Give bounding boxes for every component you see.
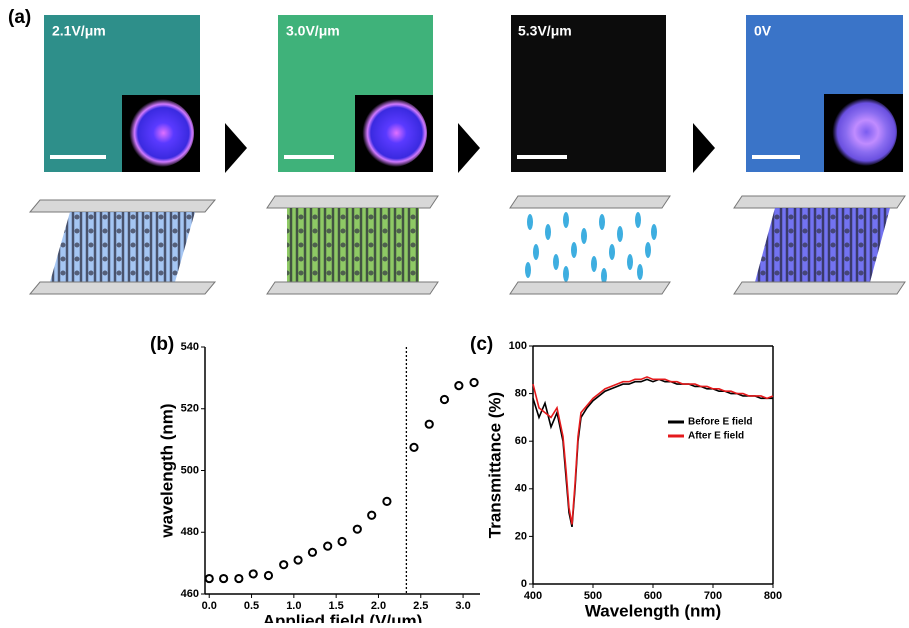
arrow	[458, 123, 480, 173]
image-label: 2.1V/μm	[52, 23, 106, 39]
data-point	[294, 556, 301, 563]
y-tick-label: 480	[181, 526, 199, 538]
scale-bar	[752, 155, 800, 159]
arrow	[693, 123, 715, 173]
schematic	[30, 200, 215, 294]
figure: (a) (b) (c) 2.1V/μm 3.0V/μm 5.3V/μm 0V	[0, 0, 909, 623]
y-tick-label: 500	[181, 464, 199, 476]
image-label: 3.0V/μm	[286, 23, 340, 39]
x-tick-label: 500	[584, 590, 602, 602]
y-tick-label: 20	[515, 530, 527, 542]
data-point	[324, 543, 331, 550]
x-tick-label: 700	[704, 590, 722, 602]
y-tick-label: 60	[515, 435, 527, 447]
y-tick-label: 520	[181, 403, 199, 415]
x-tick-label: 2.5	[413, 600, 428, 612]
y-tick-label: 80	[515, 388, 527, 400]
data-point	[383, 498, 390, 505]
scale-bar	[284, 155, 334, 159]
data-point	[426, 421, 433, 428]
data-point	[410, 444, 417, 451]
y-tick-label: 40	[515, 483, 527, 495]
legend-label: After E field	[688, 431, 744, 442]
x-tick-label: 1.5	[329, 600, 344, 612]
series-line	[533, 377, 773, 525]
y-tick-label: 100	[509, 340, 527, 352]
legend-label: Before E field	[688, 417, 752, 428]
data-point	[250, 570, 257, 577]
x-tick-label: 800	[764, 590, 782, 602]
schematic	[267, 196, 438, 294]
data-point	[265, 572, 272, 579]
x-tick-label: 0.5	[244, 600, 259, 612]
data-point	[354, 526, 361, 533]
scale-bar	[50, 155, 106, 159]
inset-ring	[829, 98, 897, 166]
image-label: 0V	[754, 23, 772, 39]
y-tick-label: 540	[181, 341, 199, 353]
data-point	[441, 396, 448, 403]
x-tick-label: 3.0	[455, 600, 470, 612]
data-point	[338, 538, 345, 545]
y-axis-title: Transmittance (%)	[485, 392, 504, 538]
panel-label: (c)	[470, 334, 493, 355]
data-point	[309, 549, 316, 556]
data-point	[235, 575, 242, 582]
y-tick-label: 460	[181, 588, 199, 600]
data-point	[280, 561, 287, 568]
x-tick-label: 1.0	[286, 600, 301, 612]
image-label: 5.3V/μm	[518, 23, 572, 39]
data-point	[220, 575, 227, 582]
schematic	[734, 196, 905, 294]
x-axis-title: Wavelength (nm)	[585, 601, 721, 620]
x-tick-label: 2.0	[371, 600, 386, 612]
arrow	[225, 123, 247, 173]
data-point	[206, 575, 213, 582]
x-axis-title: Applied field (V/μm)	[263, 611, 423, 623]
panel-label: (b)	[150, 334, 174, 355]
y-axis-title: wavelength (nm)	[157, 403, 176, 538]
data-point	[455, 382, 462, 389]
x-tick-label: 600	[644, 590, 662, 602]
panel-label: (a)	[8, 7, 31, 28]
schematic	[510, 196, 670, 294]
x-tick-label: 400	[524, 590, 542, 602]
data-point	[470, 379, 477, 386]
scale-bar	[517, 155, 567, 159]
x-tick-label: 0.0	[202, 600, 217, 612]
inset-ring	[126, 99, 194, 167]
inset-ring	[359, 99, 427, 167]
y-tick-label: 0	[521, 578, 527, 590]
data-point	[368, 512, 375, 519]
